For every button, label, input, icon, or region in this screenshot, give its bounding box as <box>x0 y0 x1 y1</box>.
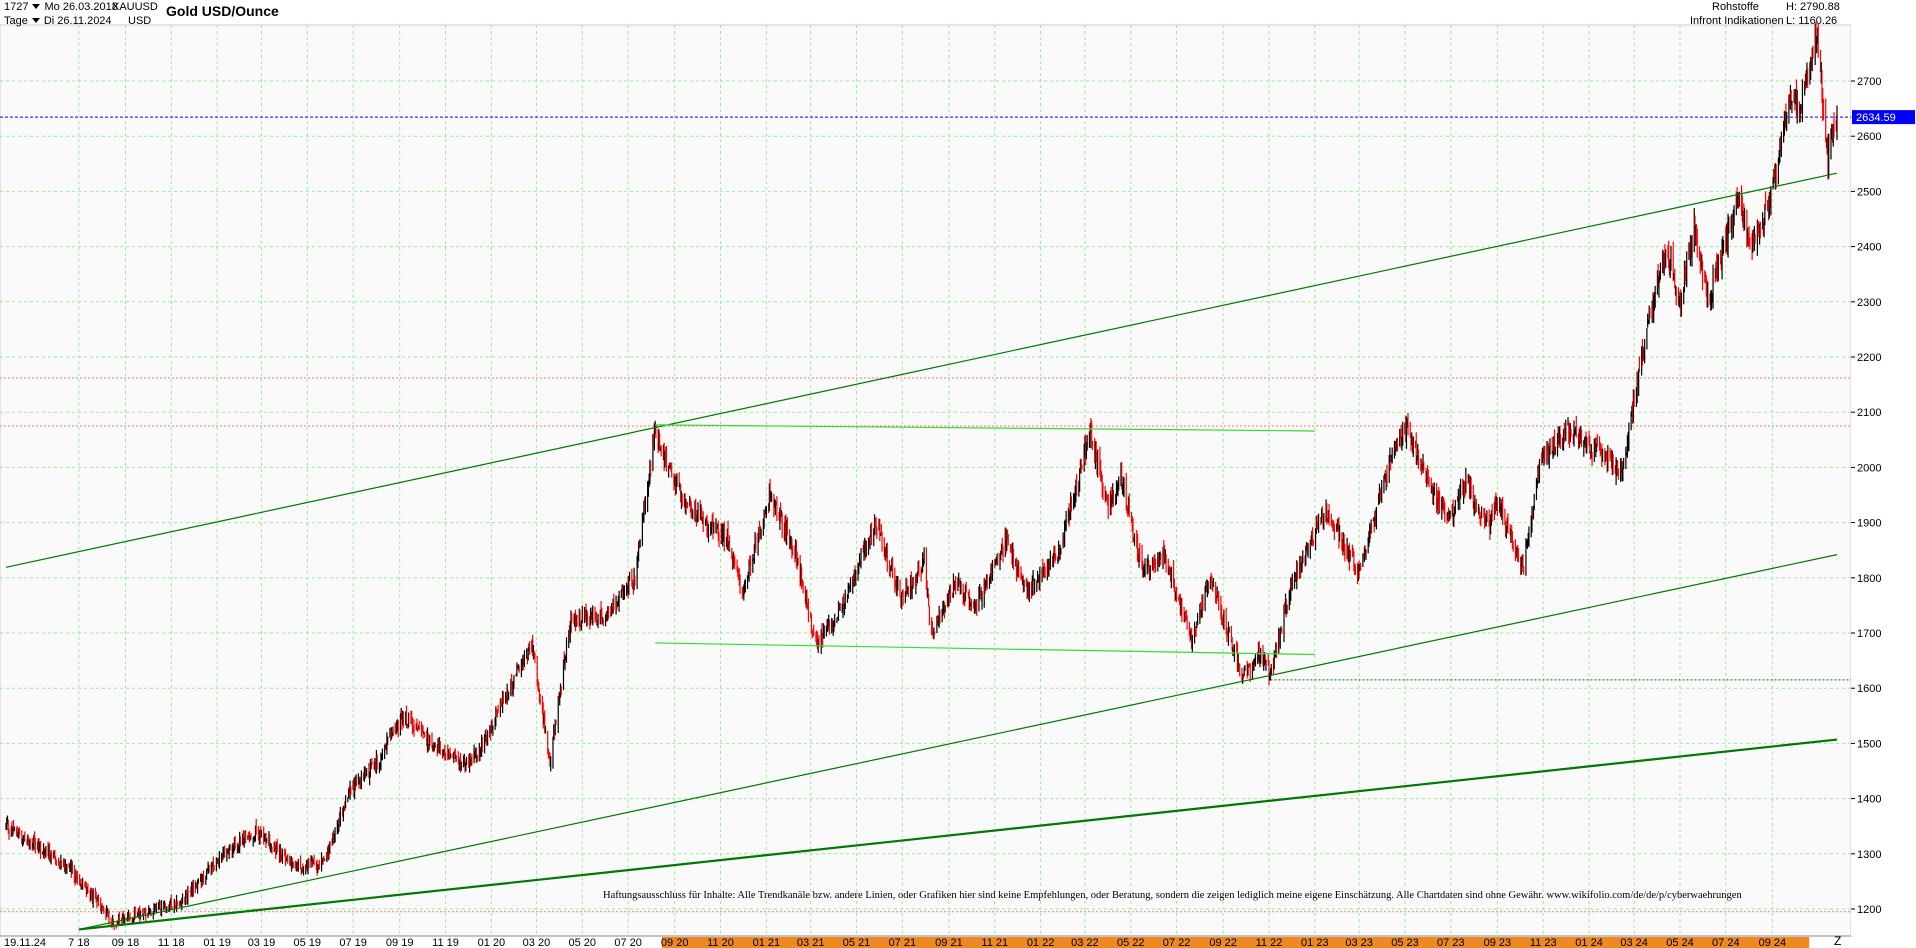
x-tick-label: 01 24 <box>1575 937 1603 948</box>
y-axis: 1200 1300 1400 1500 1600 1700 1800 1900 2000 2100… <box>1851 76 1915 916</box>
x-tick-label: 7 18 <box>68 937 89 948</box>
last-price-label: 2634.59 <box>1856 112 1896 124</box>
y-tick-label: 2100 <box>1857 407 1881 419</box>
x-tick-label: 05 22 <box>1117 937 1145 948</box>
y-tick-label: 2600 <box>1857 131 1881 143</box>
x-tick-label: 01 22 <box>1027 937 1055 948</box>
candles <box>5 22 1838 931</box>
y-tick-label: 1500 <box>1857 738 1881 750</box>
range-line <box>655 424 1315 432</box>
y-tick-label: 2300 <box>1857 297 1881 309</box>
y-tick-label: 2500 <box>1857 186 1881 198</box>
x-tick-label: 11 19 <box>432 937 459 948</box>
header-row-2: Tage Di 26.11.2024 <box>4 15 112 27</box>
price-axis-area <box>1851 25 1916 936</box>
y-tick-label: 1700 <box>1857 628 1881 640</box>
x-tick-label: 03 20 <box>523 937 551 948</box>
x-tick-label: 09 18 <box>112 937 140 948</box>
y-tick-label: 2700 <box>1857 76 1881 88</box>
symbol: XAUUSD <box>112 1 158 13</box>
trend-line <box>78 554 1838 931</box>
x-tick-label: 09 21 <box>935 937 963 948</box>
x-tick-label: 11 22 <box>1256 937 1283 948</box>
y-tick-label: 1900 <box>1857 518 1881 530</box>
x-tick-label: 09 22 <box>1209 937 1237 948</box>
y-tick-label: 1200 <box>1857 904 1881 916</box>
end-date: Di 26.11.2024 <box>43 15 112 27</box>
x-tick-label: 09 23 <box>1484 937 1512 948</box>
x-tick-label: 07 21 <box>889 937 917 948</box>
y-tick-label: 2200 <box>1857 352 1881 364</box>
plot-area <box>0 24 1852 937</box>
x-tick-label: 11 20 <box>707 937 734 948</box>
interval: Tage <box>4 15 28 27</box>
x-tick-label: 03 24 <box>1620 937 1648 948</box>
x-tick-label: 05 19 <box>294 937 322 948</box>
x-tick-label: 11 21 <box>981 937 1008 948</box>
x-tick-label: 03 23 <box>1345 937 1373 948</box>
x-tick-label: 09 20 <box>661 937 689 948</box>
category: Rohstoffe <box>1712 1 1759 13</box>
x-tick-label: 05 21 <box>843 937 871 948</box>
trend-line <box>78 738 1838 931</box>
x-tick-label: 09 19 <box>386 937 414 948</box>
x-tick-label: 05 24 <box>1666 937 1694 948</box>
horizontal-lines <box>0 116 1851 913</box>
date-highlight-bar <box>661 937 1810 948</box>
x-tick-label: 07 22 <box>1163 937 1191 948</box>
x-tick-label: 01 23 <box>1301 937 1329 948</box>
cursor-date-label: 19.11.24 <box>4 937 46 948</box>
x-tick-label: 11 23 <box>1530 937 1557 948</box>
x-tick-label: 01 20 <box>478 937 506 948</box>
y-tick-label: 2400 <box>1857 242 1881 254</box>
last-price-tag <box>1852 110 1915 125</box>
grid <box>0 25 1851 936</box>
y-tick-label: 2000 <box>1857 462 1881 474</box>
x-tick-label: 07 19 <box>339 937 367 948</box>
bar-count: 1727 <box>4 1 29 13</box>
x-tick-label: 07 20 <box>614 937 642 948</box>
y-tick-label: 1800 <box>1857 573 1881 585</box>
disclaimer: Haftungsausschluss für Inhalte: Alle Tre… <box>603 890 1742 901</box>
y-tick-label: 1400 <box>1857 794 1881 806</box>
x-tick-label: 09 24 <box>1759 937 1787 948</box>
y-tick-label: 1600 <box>1857 683 1881 695</box>
trend-line <box>5 172 1838 568</box>
x-tick-label: 05 23 <box>1391 937 1419 948</box>
trend-lines <box>5 172 1838 931</box>
low-value: L: 1160.26 <box>1786 15 1838 27</box>
x-axis: 19.11.24 7 18 09 18 11 18 01 19 03 19 05 19 07 … <box>0 935 1851 948</box>
range-line <box>655 642 1315 656</box>
x-tick-label: 07 24 <box>1712 937 1740 948</box>
x-tick-label: 07 23 <box>1437 937 1465 948</box>
x-tick-label: 03 21 <box>797 937 825 948</box>
start-date: Mo 26.03.2018 <box>44 1 118 13</box>
x-tick-label: 03 19 <box>248 937 276 948</box>
dropdown-arrow-icon[interactable] <box>31 18 40 24</box>
x-tick-label: 01 19 <box>203 937 231 948</box>
x-tick-label: 01 21 <box>753 937 781 948</box>
bottom-right-letter: Z <box>1834 934 1842 948</box>
x-tick-label: 05 20 <box>569 937 597 948</box>
dropdown-arrow-icon[interactable] <box>32 4 41 10</box>
x-tick-label: 11 18 <box>158 937 185 948</box>
currency: USD <box>128 15 152 27</box>
y-tick-label: 1300 <box>1857 849 1881 861</box>
date-axis-highlight <box>661 937 1810 948</box>
high-value: H: 2790.88 <box>1786 1 1840 13</box>
chart-title: Gold USD/Ounce <box>166 3 279 19</box>
header-row-1: 1727 Mo 26.03.2018 <box>4 1 118 13</box>
x-tick-label: 03 22 <box>1071 937 1099 948</box>
source: Infront Indikationen <box>1690 15 1784 27</box>
